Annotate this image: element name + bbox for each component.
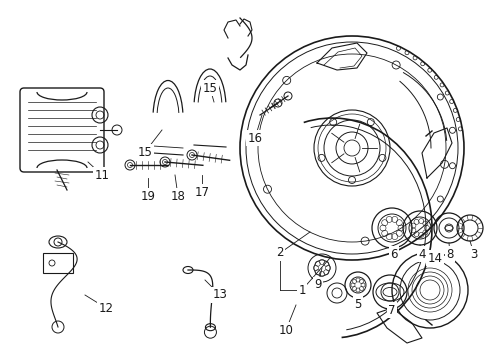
Text: 13: 13 (212, 288, 227, 302)
Text: 4: 4 (417, 248, 425, 261)
Text: 5: 5 (354, 297, 361, 310)
Text: 2: 2 (276, 247, 283, 260)
Text: 3: 3 (469, 248, 477, 261)
Text: 16: 16 (247, 131, 262, 144)
Text: 19: 19 (140, 189, 155, 202)
Text: 15: 15 (137, 145, 152, 158)
Text: 12: 12 (98, 302, 113, 315)
Text: 1: 1 (298, 284, 305, 297)
Text: 6: 6 (389, 248, 397, 261)
Text: 14: 14 (427, 252, 442, 265)
Text: 17: 17 (194, 185, 209, 198)
Text: 10: 10 (278, 324, 293, 337)
Text: 9: 9 (314, 279, 321, 292)
Text: 15: 15 (202, 81, 217, 95)
Text: 8: 8 (446, 248, 453, 261)
Text: 7: 7 (387, 303, 395, 316)
Text: 18: 18 (170, 189, 185, 202)
Text: 11: 11 (94, 168, 109, 181)
